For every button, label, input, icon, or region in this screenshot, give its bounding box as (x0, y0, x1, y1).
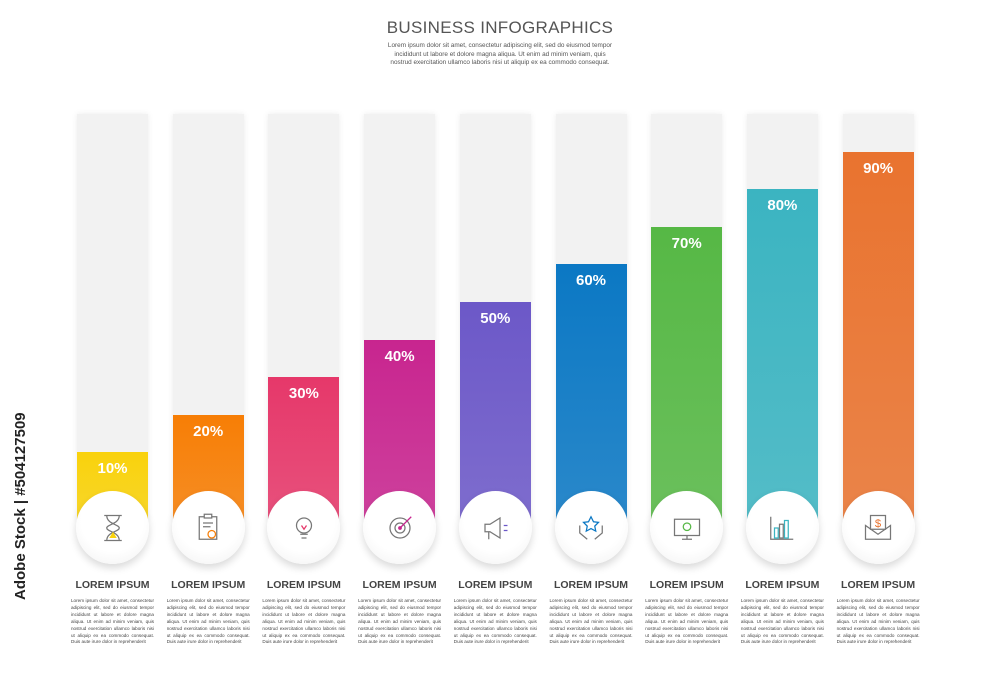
category-description: Lorem ipsum dolor sit amet, consectetur … (836, 598, 920, 645)
hourglass-icon (103, 514, 122, 541)
bar (842, 151, 914, 520)
icon-circle (363, 491, 437, 564)
bar (364, 339, 436, 520)
page-subtitle: Lorem ipsum dolor sit amet, consectetur … (387, 42, 613, 67)
value-label: 90% (863, 159, 894, 177)
category-description: Lorem ipsum dolor sit amet, consectetur … (71, 598, 154, 645)
watermark-text: Adobe Stock | #504127509 (12, 412, 29, 600)
category-label: LOREM IPSUM (553, 579, 629, 591)
icon-circle (554, 491, 628, 564)
icon-circle (458, 491, 532, 564)
lightbulb-icon (295, 516, 313, 539)
target-icon (388, 515, 412, 539)
value-label: 70% (671, 234, 702, 252)
category-label: LOREM IPSUM (362, 579, 437, 591)
category-label: LOREM IPSUM (171, 579, 246, 591)
category-description: Lorem ipsum dolor sit amet, consectetur … (358, 598, 442, 645)
category-label: LOREM IPSUM (745, 579, 820, 591)
value-label: 50% (480, 310, 511, 327)
category-description: Lorem ipsum dolor sit amet, consectetur … (453, 598, 537, 645)
category-description: Lorem ipsum dolor sit amet, consectetur … (645, 598, 729, 645)
icon-circle (267, 491, 341, 564)
value-label: 40% (384, 347, 415, 365)
bar-chart-icon (770, 516, 794, 540)
category-label: LOREM IPSUM (75, 579, 150, 591)
icon-circle (745, 491, 819, 564)
bar (459, 302, 531, 520)
value-label: 80% (767, 197, 798, 215)
value-label: 30% (288, 385, 319, 403)
monitor-money-icon (673, 518, 700, 540)
envelope-dollar-icon: $ (864, 514, 892, 540)
value-label: 60% (575, 272, 607, 290)
value-label: 20% (193, 422, 224, 440)
category-description: Lorem ipsum dolor sit amet, consectetur … (166, 598, 250, 645)
value-label: 10% (97, 460, 128, 478)
bar (555, 264, 627, 520)
icon-circle (171, 491, 245, 564)
page-title: BUSINESS INFOGRAPHICS (386, 18, 614, 37)
category-label: LOREM IPSUM (649, 579, 724, 591)
category-description: Lorem ipsum dolor sit amet, consectetur … (740, 598, 824, 645)
bar-track (77, 114, 148, 520)
category-description: Lorem ipsum dolor sit amet, consectetur … (262, 598, 346, 645)
category-label: LOREM IPSUM (458, 579, 533, 591)
megaphone-icon (484, 516, 508, 539)
category-label: LOREM IPSUM (841, 579, 916, 591)
icon-circle: $ (841, 491, 915, 564)
icon-circle (650, 491, 724, 564)
clipboard-icon (198, 513, 218, 540)
svg-text:$: $ (875, 517, 882, 529)
hands-star-icon (579, 514, 603, 540)
icon-circle (76, 491, 149, 564)
bar (746, 189, 818, 520)
category-description: Lorem ipsum dolor sit amet, consectetur … (549, 598, 633, 645)
bar (651, 226, 723, 520)
category-label: LOREM IPSUM (266, 579, 341, 591)
